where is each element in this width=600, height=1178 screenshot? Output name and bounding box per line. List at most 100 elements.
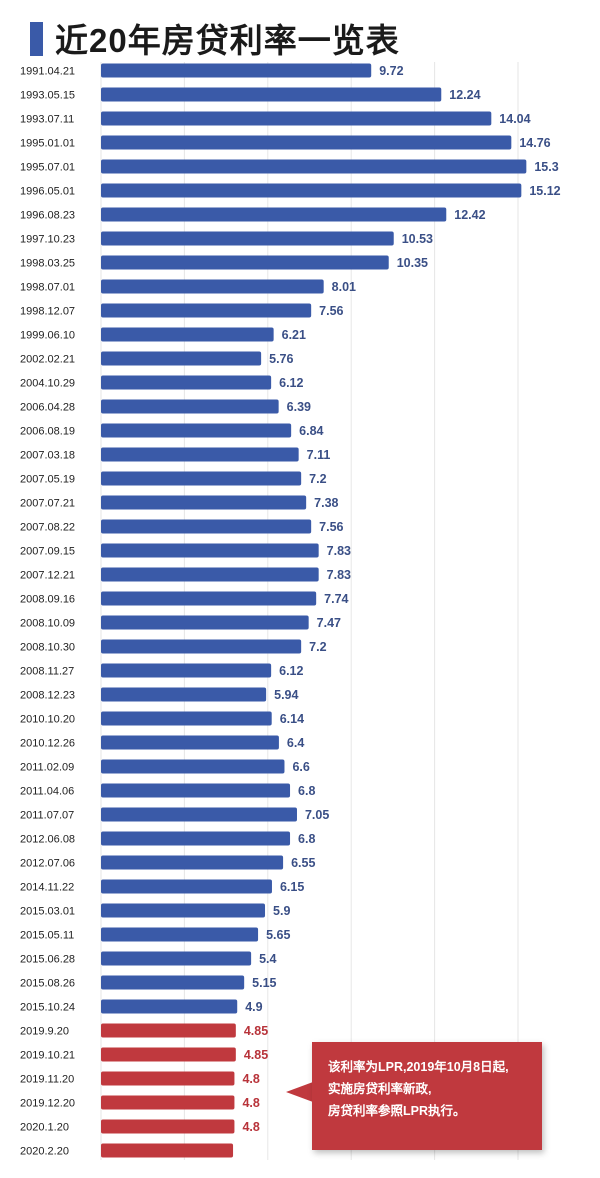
rate-bar xyxy=(101,183,522,198)
category-label: 1996.08.23 xyxy=(20,210,75,222)
category-label: 2008.12.23 xyxy=(20,690,75,702)
category-label: 2019.12.20 xyxy=(20,1098,75,1110)
value-label: 6.84 xyxy=(299,424,323,438)
rate-bar xyxy=(101,327,274,342)
rate-bar xyxy=(101,519,312,534)
value-label: 4.8 xyxy=(242,1072,259,1086)
category-label: 1996.05.01 xyxy=(20,186,75,198)
rate-bar xyxy=(101,255,389,270)
rate-bar xyxy=(101,663,272,678)
value-label: 4.8 xyxy=(242,1120,259,1134)
rate-bar xyxy=(101,351,262,366)
value-label: 6.21 xyxy=(282,328,306,342)
value-label: 5.15 xyxy=(252,976,276,990)
category-label: 2004.10.29 xyxy=(20,378,75,390)
value-label: 6.8 xyxy=(298,784,315,798)
rate-bar xyxy=(101,543,319,558)
rate-bar xyxy=(101,927,259,942)
value-label: 10.53 xyxy=(402,232,433,246)
category-label: 2014.11.22 xyxy=(20,882,74,894)
rate-bar xyxy=(101,975,245,990)
category-label: 2008.10.09 xyxy=(20,618,75,630)
value-label: 15.12 xyxy=(529,184,560,198)
lpr-bar xyxy=(101,1023,236,1038)
value-label: 6.14 xyxy=(280,712,304,726)
category-label: 2011.07.07 xyxy=(20,810,74,822)
value-label: 6.39 xyxy=(287,400,311,414)
rate-bar xyxy=(101,687,267,702)
category-label: 1995.07.01 xyxy=(20,162,75,174)
value-label: 4.85 xyxy=(244,1024,268,1038)
rate-bar xyxy=(101,783,291,798)
rate-bar xyxy=(101,807,297,822)
value-label: 12.24 xyxy=(449,88,480,102)
rate-bar xyxy=(101,999,238,1014)
rate-bar xyxy=(101,879,272,894)
category-label: 2011.02.09 xyxy=(20,762,74,774)
category-label: 2007.07.21 xyxy=(20,498,75,510)
callout-line-2: 实施房贷利率新政, xyxy=(328,1082,432,1096)
rate-bar xyxy=(101,87,442,102)
category-label: 2015.08.26 xyxy=(20,978,75,990)
value-label: 5.94 xyxy=(274,688,298,702)
category-label: 2019.9.20 xyxy=(20,1026,69,1038)
category-label: 2006.04.28 xyxy=(20,402,75,414)
value-label: 7.05 xyxy=(305,808,329,822)
category-label: 2010.12.26 xyxy=(20,738,75,750)
value-label: 7.47 xyxy=(317,616,341,630)
rate-bar xyxy=(101,855,284,870)
value-label: 7.83 xyxy=(327,544,351,558)
callout-pointer xyxy=(286,1082,313,1102)
category-label: 2015.10.24 xyxy=(20,1002,75,1014)
callout-line-3: 房贷利率参照LPR执行。 xyxy=(328,1104,466,1118)
value-label: 7.56 xyxy=(319,520,343,534)
category-label: 1993.07.11 xyxy=(20,114,74,126)
category-label: 2015.05.11 xyxy=(20,930,74,942)
value-label: 4.9 xyxy=(245,1000,262,1014)
value-label: 6.4 xyxy=(287,736,304,750)
category-label: 1998.03.25 xyxy=(20,258,75,270)
callout-line-1: 该利率为LPR,2019年10月8日起, xyxy=(328,1060,509,1074)
category-label: 2006.08.19 xyxy=(20,426,75,438)
value-label: 9.72 xyxy=(379,64,403,78)
category-label: 1991.04.21 xyxy=(20,66,75,78)
category-label: 2002.02.21 xyxy=(20,354,75,366)
value-label: 6.55 xyxy=(291,856,315,870)
value-label: 8.01 xyxy=(332,280,356,294)
rate-bar xyxy=(101,375,272,390)
rate-bar xyxy=(101,471,302,486)
rate-bar xyxy=(101,591,317,606)
category-label: 1998.07.01 xyxy=(20,282,75,294)
value-label: 6.8 xyxy=(298,832,315,846)
rate-bar xyxy=(101,759,285,774)
lpr-bar xyxy=(101,1095,235,1110)
value-label: 7.2 xyxy=(309,472,326,486)
value-label: 15.3 xyxy=(534,160,558,174)
rate-bar xyxy=(101,639,302,654)
value-label: 14.04 xyxy=(499,112,530,126)
value-label: 7.83 xyxy=(327,568,351,582)
lpr-callout: 该利率为LPR,2019年10月8日起, 实施房贷利率新政, 房贷利率参照LPR… xyxy=(312,1042,542,1150)
rate-bar xyxy=(101,279,324,294)
category-label: 2012.06.08 xyxy=(20,834,75,846)
value-label: 6.12 xyxy=(279,664,303,678)
category-label: 2008.11.27 xyxy=(20,666,74,678)
value-label: 4.85 xyxy=(244,1048,268,1062)
category-label: 2011.04.06 xyxy=(20,786,74,798)
value-label: 5.76 xyxy=(269,352,293,366)
lpr-bar xyxy=(101,1047,236,1062)
category-label: 2019.11.20 xyxy=(20,1074,74,1086)
value-label: 6.12 xyxy=(279,376,303,390)
value-label: 6.15 xyxy=(280,880,304,894)
value-label: 5.9 xyxy=(273,904,290,918)
category-label: 2012.07.06 xyxy=(20,858,75,870)
value-label: 7.74 xyxy=(324,592,348,606)
category-label: 2015.06.28 xyxy=(20,954,75,966)
title-accent-bar xyxy=(30,22,43,56)
rate-bar xyxy=(101,567,319,582)
category-label: 2007.03.18 xyxy=(20,450,75,462)
category-label: 2020.1.20 xyxy=(20,1122,69,1134)
category-label: 2019.10.21 xyxy=(20,1050,75,1062)
category-label: 2007.05.19 xyxy=(20,474,75,486)
category-label: 2007.09.15 xyxy=(20,546,75,558)
